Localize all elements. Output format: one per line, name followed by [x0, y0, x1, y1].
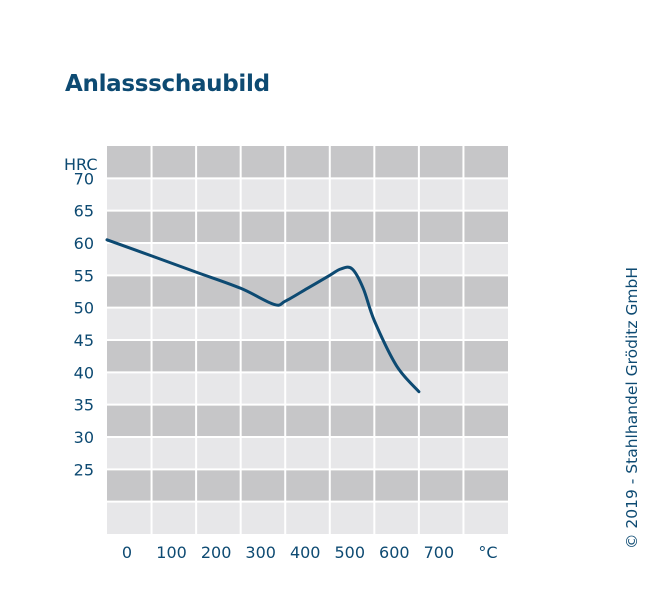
copyright-notice: © 2019 - Stahlhandel Gröditz GmbH — [623, 266, 641, 550]
y-tick-label: 50 — [74, 299, 94, 318]
plot-band — [107, 243, 508, 276]
x-tick-label: 300 — [245, 543, 276, 562]
plot-band — [107, 340, 508, 373]
y-tick-label: 60 — [74, 234, 94, 253]
plot-bands — [107, 146, 508, 534]
y-tick-label: 40 — [74, 363, 94, 382]
x-tick-label: 600 — [379, 543, 410, 562]
plot-band — [107, 372, 508, 405]
x-tick-label: 200 — [201, 543, 232, 562]
x-tick-label: 100 — [156, 543, 187, 562]
x-axis-ticks: °C 0 100 200 300 400 500 600 700 — [122, 543, 498, 562]
plot-band — [107, 307, 508, 340]
chart-title: Anlassschaubild — [65, 71, 270, 97]
grid-lines — [107, 146, 508, 534]
plot-band — [107, 469, 508, 502]
series-layer — [105, 238, 421, 394]
y-tick-label: 35 — [74, 396, 94, 415]
y-tick-label: 70 — [74, 169, 94, 188]
x-axis-unit-label: °C — [478, 543, 497, 562]
y-axis-ticks: HRC 70 65 60 55 50 45 40 35 30 25 — [64, 155, 98, 479]
y-tick-label: 55 — [74, 266, 94, 285]
y-tick-label: 45 — [74, 331, 94, 350]
x-tick-label: 500 — [335, 543, 366, 562]
y-tick-label: 65 — [74, 202, 94, 221]
series-line — [105, 238, 421, 394]
y-tick-label: 30 — [74, 428, 94, 447]
x-tick-label: 700 — [424, 543, 455, 562]
y-tick-label: 25 — [74, 460, 94, 479]
y-axis-unit-label: HRC — [64, 155, 98, 174]
plot-band — [107, 437, 508, 470]
plot-band — [107, 404, 508, 437]
plot-band — [107, 178, 508, 211]
x-tick-label: 0 — [122, 543, 132, 562]
x-tick-label: 400 — [290, 543, 321, 562]
plot-band — [107, 275, 508, 308]
plot-band — [107, 210, 508, 243]
plot-band — [107, 146, 508, 179]
plot-band — [107, 501, 508, 534]
